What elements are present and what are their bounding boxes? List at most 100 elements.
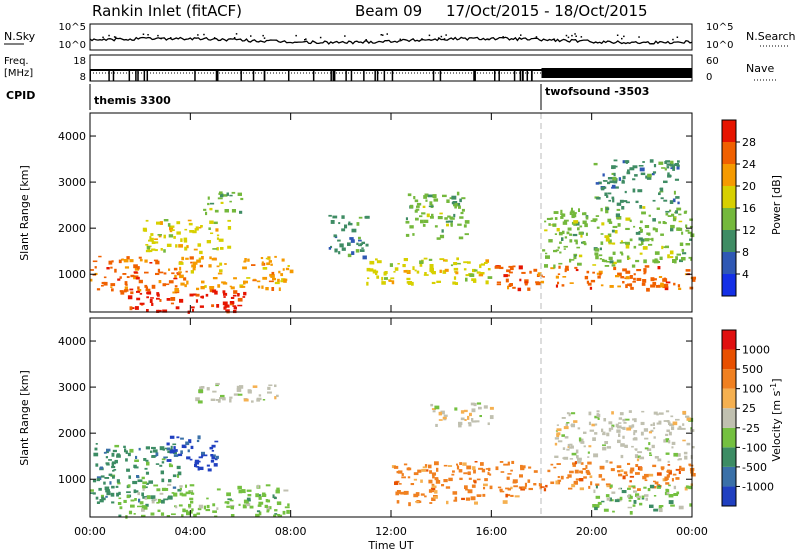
velocity-data-cell bbox=[632, 418, 635, 421]
velocity-data-cell bbox=[566, 412, 570, 415]
velocity-data-cell bbox=[287, 503, 290, 507]
power-data-cell bbox=[430, 216, 434, 219]
velocity-data-cell bbox=[528, 487, 533, 491]
velocity-data-cell bbox=[635, 472, 640, 475]
power-data-cell bbox=[210, 202, 215, 205]
velocity-data-cell bbox=[105, 456, 109, 459]
velocity-data-cell bbox=[205, 509, 211, 512]
velocity-data-cell bbox=[597, 417, 600, 420]
noise-sky-line bbox=[89, 36, 693, 45]
power-data-cell bbox=[689, 218, 693, 221]
velocity-data-cell bbox=[533, 470, 538, 473]
velocity-data-cell bbox=[431, 408, 436, 410]
power-data-cell bbox=[663, 180, 668, 184]
power-data-cell bbox=[147, 291, 152, 295]
power-data-cell bbox=[540, 280, 545, 284]
velocity-data-cell bbox=[571, 452, 577, 456]
power-data-cell bbox=[110, 266, 113, 269]
power-data-cell bbox=[602, 173, 605, 177]
velocity-data-cell bbox=[144, 467, 148, 470]
power-data-cell bbox=[485, 259, 490, 263]
power-data-cell bbox=[364, 216, 368, 219]
velocity-data-cell bbox=[393, 465, 399, 469]
velocity-data-cell bbox=[188, 506, 191, 509]
power-data-cell bbox=[272, 277, 277, 281]
power-data-cell bbox=[654, 251, 660, 255]
power-data-cell bbox=[358, 244, 362, 247]
velocity-data-cell bbox=[282, 510, 286, 515]
velocity-data-cell bbox=[133, 464, 137, 468]
velocity-data-cell bbox=[675, 418, 680, 421]
power-data-cell bbox=[181, 256, 185, 261]
power-data-cell bbox=[237, 192, 243, 196]
noise-search-dot bbox=[365, 39, 367, 41]
power-data-cell bbox=[213, 221, 218, 225]
time-tick-label: 00:00 bbox=[676, 525, 708, 538]
velocity-data-cell bbox=[206, 387, 210, 391]
velocity-data-cell bbox=[606, 497, 611, 501]
velocity-data-cell bbox=[661, 467, 664, 471]
velocity-data-cell bbox=[193, 513, 197, 517]
velocity-data-cell bbox=[167, 450, 172, 454]
velocity-data-cell bbox=[96, 501, 100, 504]
power-data-cell bbox=[330, 220, 335, 224]
power-data-cell bbox=[537, 272, 542, 277]
velocity-data-cell bbox=[689, 503, 693, 507]
velocity-data-cell bbox=[113, 469, 117, 471]
power-data-cell bbox=[675, 210, 678, 214]
velocity-data-cell bbox=[130, 504, 135, 508]
velocity-data-cell bbox=[283, 489, 289, 492]
velocity-data-cell bbox=[629, 469, 633, 474]
velocity-y-tick-label: 1000 bbox=[58, 473, 86, 486]
freq-right-tick-bottom: 0 bbox=[706, 72, 712, 83]
power-data-cell bbox=[583, 212, 587, 216]
power-data-cell bbox=[562, 276, 567, 278]
power-data-cell bbox=[661, 245, 664, 250]
velocity-data-cell bbox=[237, 485, 242, 490]
velocity-data-cell bbox=[483, 486, 486, 490]
power-data-cell bbox=[662, 221, 666, 224]
velocity-data-cell bbox=[161, 487, 167, 492]
power-data-cell bbox=[130, 274, 135, 278]
power-data-cell bbox=[646, 287, 650, 292]
velocity-data-cell bbox=[658, 508, 663, 513]
velocity-data-cell bbox=[216, 507, 219, 510]
velocity-data-cell bbox=[676, 453, 681, 457]
velocity-data-cell bbox=[415, 492, 420, 496]
power-data-cell bbox=[347, 253, 352, 258]
power-y-tick-label: 2000 bbox=[58, 222, 86, 235]
velocity-data-cell bbox=[421, 468, 426, 472]
power-data-cell bbox=[167, 223, 171, 227]
power-data-cell bbox=[183, 240, 188, 243]
power-data-cell bbox=[365, 243, 369, 247]
velocity-data-cell bbox=[507, 488, 511, 491]
power-data-cell bbox=[278, 270, 281, 274]
power-data-cell bbox=[622, 175, 626, 180]
velocity-scale-label: -100 bbox=[742, 441, 767, 454]
velocity-data-cell bbox=[615, 423, 619, 428]
power-data-cell bbox=[533, 268, 538, 272]
velocity-data-cell bbox=[201, 454, 204, 457]
power-data-cell bbox=[348, 221, 351, 224]
power-data-cell bbox=[178, 271, 182, 274]
power-data-cell bbox=[366, 267, 371, 272]
velocity-data-cell bbox=[474, 480, 477, 484]
noise-search-dot bbox=[160, 37, 162, 40]
velocity-data-cell bbox=[588, 411, 592, 416]
power-data-cell bbox=[121, 258, 124, 261]
velocity-data-cell bbox=[189, 484, 195, 487]
power-data-cell bbox=[597, 275, 601, 279]
power-data-cell bbox=[529, 270, 532, 274]
velocity-data-cell bbox=[592, 504, 596, 508]
power-data-cell bbox=[600, 233, 604, 235]
power-data-cell bbox=[239, 210, 243, 214]
velocity-data-cell bbox=[401, 476, 406, 479]
velocity-data-cell bbox=[196, 512, 201, 515]
velocity-data-cell bbox=[103, 481, 106, 485]
power-data-cell bbox=[480, 263, 486, 266]
power-data-cell bbox=[200, 295, 205, 299]
noise-search-dot bbox=[672, 38, 674, 41]
power-data-cell bbox=[146, 246, 151, 250]
noise-search-dot bbox=[113, 36, 116, 38]
power-data-cell bbox=[119, 290, 124, 293]
